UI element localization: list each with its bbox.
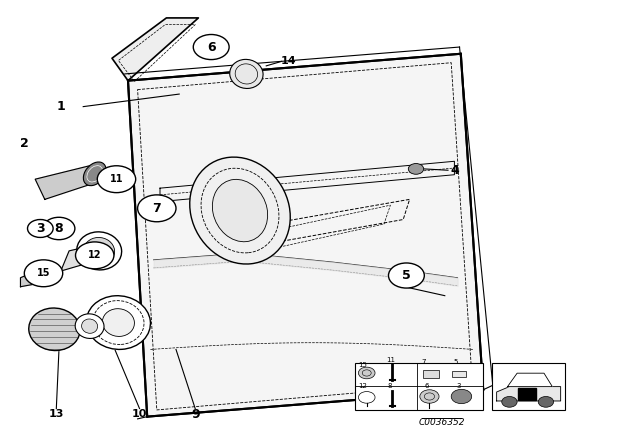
Text: 8: 8 bbox=[387, 383, 392, 389]
Circle shape bbox=[97, 166, 136, 193]
Circle shape bbox=[451, 389, 472, 404]
Text: 15: 15 bbox=[36, 268, 51, 278]
Polygon shape bbox=[128, 54, 483, 417]
Text: 3: 3 bbox=[36, 222, 45, 235]
Ellipse shape bbox=[189, 157, 291, 264]
Text: 5: 5 bbox=[402, 269, 411, 282]
Circle shape bbox=[76, 242, 114, 269]
Text: 11: 11 bbox=[109, 174, 124, 184]
Text: C0036352: C0036352 bbox=[419, 418, 465, 426]
Circle shape bbox=[388, 263, 424, 288]
Ellipse shape bbox=[75, 314, 104, 338]
Text: 10: 10 bbox=[132, 409, 147, 419]
Ellipse shape bbox=[77, 232, 122, 270]
Text: 2: 2 bbox=[20, 137, 29, 150]
Circle shape bbox=[24, 260, 63, 287]
Polygon shape bbox=[518, 388, 536, 400]
Polygon shape bbox=[20, 264, 51, 287]
Ellipse shape bbox=[29, 308, 80, 350]
Circle shape bbox=[408, 164, 424, 174]
Text: 5: 5 bbox=[454, 359, 458, 365]
Ellipse shape bbox=[81, 319, 98, 333]
Text: 14: 14 bbox=[280, 56, 296, 66]
Text: 7: 7 bbox=[152, 202, 161, 215]
Text: 8: 8 bbox=[54, 222, 63, 235]
Text: 1: 1 bbox=[56, 100, 65, 113]
Text: 4: 4 bbox=[450, 164, 459, 177]
Text: 12: 12 bbox=[358, 383, 367, 389]
Circle shape bbox=[193, 34, 229, 60]
Text: 15: 15 bbox=[358, 362, 367, 368]
Circle shape bbox=[43, 217, 75, 240]
Circle shape bbox=[358, 392, 375, 403]
Text: 7: 7 bbox=[422, 359, 426, 365]
Text: 9: 9 bbox=[191, 408, 200, 421]
Circle shape bbox=[46, 220, 72, 237]
Text: 6: 6 bbox=[207, 40, 216, 54]
Circle shape bbox=[28, 220, 53, 237]
Polygon shape bbox=[508, 373, 552, 387]
Text: 13: 13 bbox=[49, 409, 64, 419]
Circle shape bbox=[29, 221, 51, 236]
Ellipse shape bbox=[102, 309, 134, 336]
Polygon shape bbox=[112, 18, 198, 81]
Polygon shape bbox=[497, 387, 561, 401]
Bar bbox=[492, 363, 565, 410]
Ellipse shape bbox=[83, 162, 106, 185]
Ellipse shape bbox=[86, 296, 150, 349]
Text: 12: 12 bbox=[88, 250, 102, 260]
Text: 11: 11 bbox=[386, 357, 395, 363]
Text: 3: 3 bbox=[456, 383, 461, 388]
Polygon shape bbox=[61, 242, 108, 271]
Circle shape bbox=[358, 367, 375, 379]
Bar bbox=[452, 371, 466, 376]
Bar bbox=[355, 363, 483, 410]
Ellipse shape bbox=[84, 237, 115, 264]
Circle shape bbox=[502, 396, 517, 407]
Circle shape bbox=[138, 195, 176, 222]
Circle shape bbox=[538, 396, 554, 407]
Circle shape bbox=[420, 390, 439, 403]
Text: 6: 6 bbox=[424, 383, 429, 388]
Polygon shape bbox=[35, 166, 99, 199]
Ellipse shape bbox=[230, 60, 263, 88]
Ellipse shape bbox=[212, 179, 268, 242]
Bar bbox=[423, 370, 439, 378]
